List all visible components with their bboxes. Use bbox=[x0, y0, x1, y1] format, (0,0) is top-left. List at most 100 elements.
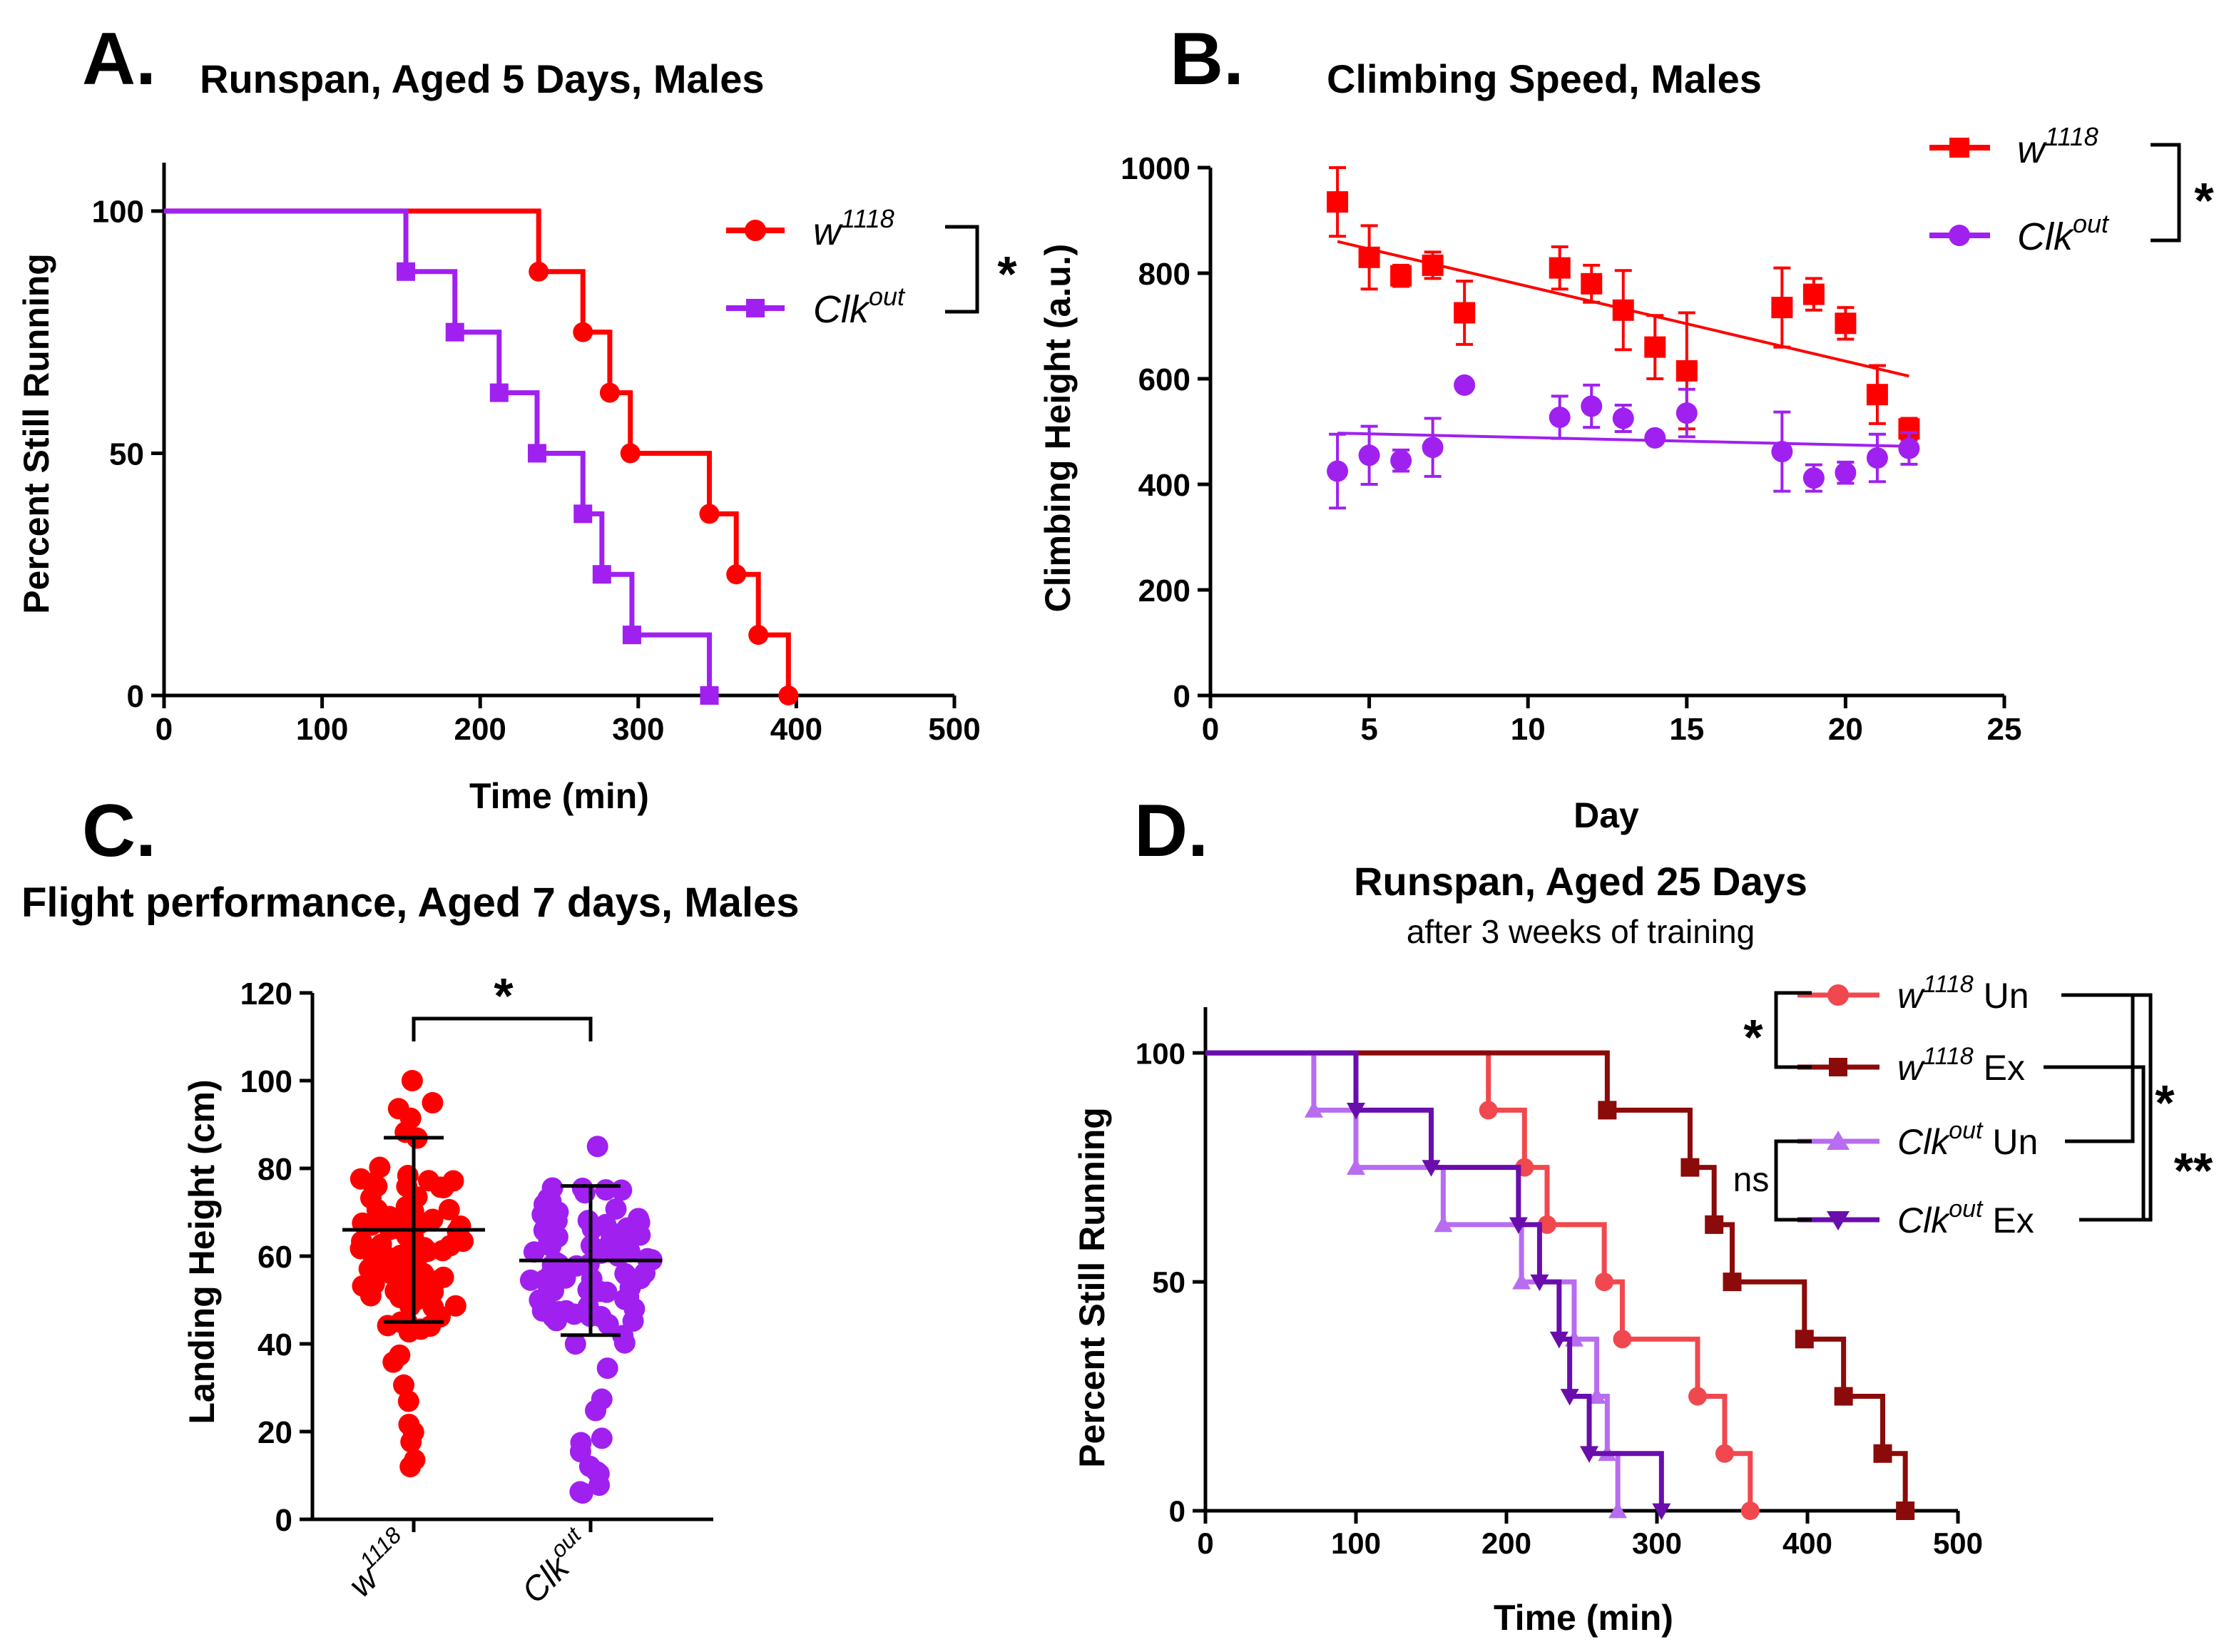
panel-a-sig-star: * bbox=[997, 246, 1017, 302]
panel-a-title: Runspan, Aged 5 Days, Males bbox=[200, 56, 765, 101]
panel-b-point bbox=[1358, 246, 1380, 268]
panel-c-point bbox=[438, 1198, 460, 1220]
panel-a-point bbox=[622, 626, 641, 645]
panel-d-point bbox=[1587, 1387, 1606, 1404]
panel-c-ytick-label: 100 bbox=[240, 1064, 292, 1099]
panel-d-xtick-label: 400 bbox=[1782, 1526, 1832, 1560]
panel-d-axes: 0 100 200 300 400 500 0 50 100 bbox=[1136, 1007, 1983, 1560]
panel-b-point bbox=[1612, 299, 1634, 321]
panel-d-ytick-label: 50 bbox=[1152, 1265, 1185, 1299]
panel-b-point bbox=[1771, 441, 1793, 463]
panel-b-point bbox=[1549, 257, 1571, 279]
panel-d-point bbox=[1723, 1273, 1742, 1292]
panel-d-point bbox=[1347, 1103, 1365, 1120]
panel-d-xtick-label: 200 bbox=[1481, 1526, 1531, 1560]
panel-d-ytick-label: 100 bbox=[1136, 1036, 1185, 1070]
panel-c-point bbox=[369, 1156, 391, 1178]
panel-c-point bbox=[393, 1374, 415, 1396]
panel-a-xtick-label: 300 bbox=[612, 712, 664, 747]
legend-w1118-marker bbox=[1949, 138, 1969, 158]
panel-c-point bbox=[422, 1296, 444, 1318]
panel-c-point bbox=[607, 1245, 629, 1267]
panel-b-xtick-label: 25 bbox=[1987, 712, 2022, 747]
panel-d-point bbox=[1549, 1331, 1569, 1349]
panel-a-point bbox=[726, 564, 747, 585]
panel-c-point bbox=[571, 1482, 593, 1504]
panel-c-point bbox=[419, 1315, 442, 1337]
panel-b-ylabel: Climbing Height (a.u.) bbox=[1038, 244, 1078, 613]
legend-w1118-label: w1118 bbox=[2017, 122, 2098, 171]
panel-a-xlabel: Time (min) bbox=[469, 776, 649, 816]
panel-d-point bbox=[1652, 1503, 1671, 1520]
panel-c-point bbox=[387, 1098, 409, 1120]
panel-a-point bbox=[529, 261, 549, 282]
panel-b-xtick-label: 15 bbox=[1669, 712, 1704, 747]
panel-b-ytick-label: 400 bbox=[1138, 468, 1190, 503]
panel-c-point bbox=[541, 1177, 563, 1199]
panel-d-point bbox=[1304, 1101, 1323, 1118]
panel-a-point bbox=[699, 504, 720, 524]
panel-a-ytick-label: 100 bbox=[92, 195, 144, 230]
panel-a-xtick-label: 500 bbox=[928, 712, 980, 747]
panel-c-point bbox=[408, 1273, 430, 1295]
panel-c-point bbox=[591, 1427, 613, 1449]
panel-a-point bbox=[592, 565, 611, 584]
panel-b-point bbox=[1454, 302, 1476, 324]
panel-a-point bbox=[778, 685, 799, 705]
panel-b-ytick-label: 0 bbox=[1173, 679, 1190, 714]
panel-a-letter: A. bbox=[82, 18, 156, 101]
panel-a-ytick-label: 0 bbox=[127, 679, 144, 714]
panel-b-point bbox=[1454, 374, 1476, 396]
panel-c-point bbox=[363, 1273, 385, 1295]
panel-a-xtick-label: 100 bbox=[296, 712, 348, 747]
panel-c-ytick-label: 20 bbox=[257, 1415, 292, 1450]
panel-a-ytick-label: 50 bbox=[109, 437, 144, 471]
panel-a-point bbox=[700, 686, 719, 705]
panel-c-point bbox=[366, 1176, 388, 1198]
panel-d-letter: D. bbox=[1134, 790, 1208, 872]
panel-a: A. Runspan, Aged 5 Days, Males 0 100 200 30… bbox=[16, 18, 1017, 816]
panel-c-letter: C. bbox=[82, 790, 156, 872]
panel-b-point bbox=[1802, 283, 1825, 305]
panel-d-point bbox=[1680, 1158, 1700, 1177]
panel-c-point bbox=[406, 1289, 428, 1311]
panel-c-sig-bracket bbox=[412, 1016, 593, 1041]
panel-b-point bbox=[1675, 360, 1698, 382]
panel-b-point bbox=[1866, 384, 1888, 406]
panel-d-point bbox=[1834, 1387, 1853, 1406]
panel-b-point bbox=[1549, 407, 1571, 429]
panel-c-point bbox=[591, 1388, 613, 1410]
panel-c-title: Flight performance, Aged 7 days, Males bbox=[21, 879, 799, 926]
legend-clkout-marker bbox=[1949, 225, 1970, 246]
panel-a-point bbox=[620, 443, 641, 464]
panel-b-point bbox=[1390, 449, 1412, 471]
panel-d-sig-ns: ns bbox=[1733, 1161, 1770, 1199]
panel-b-point bbox=[1866, 447, 1888, 469]
panel-c-xtick-clkout: Clkout bbox=[510, 1521, 599, 1611]
panel-d-xtick-label: 300 bbox=[1632, 1526, 1682, 1560]
panel-b-point bbox=[1802, 467, 1825, 489]
panel-c-ylabel: Landing Height (cm) bbox=[182, 1079, 222, 1424]
panel-c-point bbox=[586, 1461, 608, 1483]
panel-b-xtick-label: 5 bbox=[1360, 712, 1377, 747]
panel-d-subtitle: after 3 weeks of training bbox=[1407, 913, 1755, 950]
panel-c-point bbox=[623, 1297, 646, 1320]
panel-a-ylabel: Percent Still Running bbox=[16, 253, 56, 614]
panel-a-legend: w1118 Clkout * bbox=[726, 204, 1017, 331]
panel-c-point bbox=[596, 1357, 618, 1380]
panel-c-point bbox=[577, 1295, 599, 1317]
panel-b-letter: B. bbox=[1170, 18, 1244, 101]
panel-c-point bbox=[425, 1270, 447, 1292]
panel-c-ytick-label: 40 bbox=[257, 1327, 292, 1362]
panel-c-point bbox=[439, 1235, 461, 1257]
panel-b-point bbox=[1898, 437, 1920, 459]
panel-c-point bbox=[350, 1238, 372, 1260]
panel-b-series bbox=[1327, 166, 1920, 510]
panel-b-xtick-label: 10 bbox=[1511, 712, 1546, 747]
panel-d-series bbox=[1205, 1050, 1915, 1520]
panel-b-point bbox=[1390, 265, 1412, 287]
panel-c-point bbox=[629, 1224, 651, 1246]
panel-d: D. Runspan, Aged 25 Days after 3 weeks o… bbox=[1072, 790, 2213, 1638]
panel-a-point bbox=[748, 625, 769, 646]
